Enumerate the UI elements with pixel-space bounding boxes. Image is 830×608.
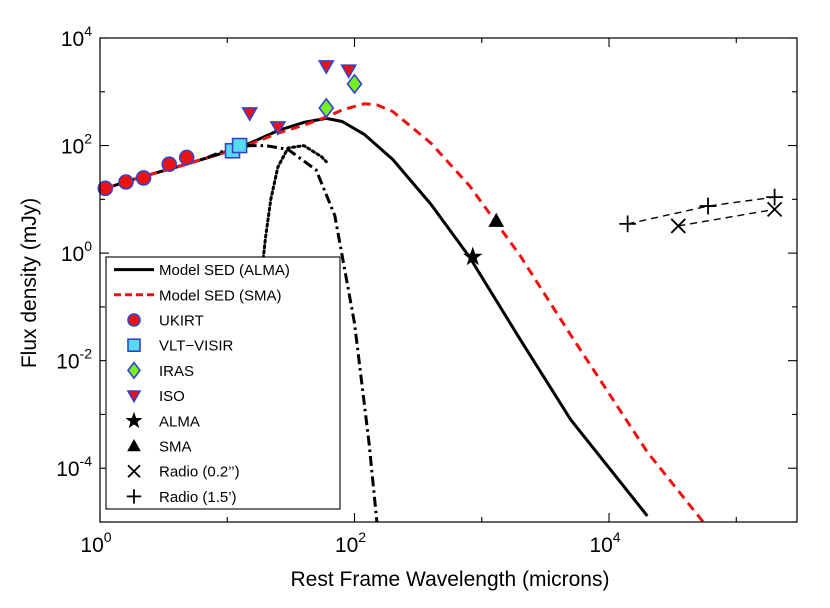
legend-swatch (127, 313, 141, 327)
marker-radio_15 (619, 215, 637, 233)
legend-item-vlt: VLT−VISIR (127, 338, 234, 355)
model-curves (104, 102, 705, 522)
series-line-radio_15 (627, 196, 775, 225)
marker-radio_15 (699, 197, 717, 215)
legend-swatch (126, 361, 142, 380)
legend-item-iras: IRAS (126, 361, 194, 380)
legend-item-model_sma: Model SED (SMA) (114, 287, 282, 304)
legend-label: Radio (1.5’) (159, 489, 237, 506)
marker-radio_15 (766, 188, 783, 206)
marker-radio_02 (670, 218, 686, 234)
marker-ukirt (178, 149, 195, 166)
legend-swatch (125, 411, 143, 429)
legend-swatch (127, 438, 141, 452)
legend-item-radio_02: Radio (0.2’’) (127, 464, 240, 481)
x-tick-label: 102 (335, 529, 366, 557)
marker-iso (340, 64, 358, 79)
marker-ukirt (135, 170, 152, 186)
data-markers (97, 60, 783, 266)
legend: Model SED (ALMA) Model SED (SMA) UKIRT VLT−… (105, 256, 341, 510)
legend-swatch (126, 489, 142, 504)
x-tick-label: 104 (589, 529, 620, 557)
legend-item-alma: ALMA (125, 411, 200, 430)
x-axis-label: Rest Frame Wavelength (microns) (291, 568, 610, 591)
y-tick-label: 104 (61, 23, 92, 51)
y-tick-label: 10-2 (56, 346, 92, 374)
legend-box (105, 256, 341, 510)
legend-item-model_alma: Model SED (ALMA) (114, 262, 290, 279)
marker-vlt (231, 137, 248, 154)
marker-iras (346, 73, 363, 95)
x-tick-label: 100 (80, 529, 111, 557)
plot-frame (99, 37, 798, 523)
marker-sma (488, 212, 505, 227)
legend-swatch (127, 338, 141, 353)
legend-label: SMA (159, 439, 192, 456)
series-line-hot_dust (206, 144, 379, 522)
marker-iso (241, 107, 259, 122)
legend-label: Model SED (ALMA) (159, 262, 290, 279)
marker-ukirt (118, 174, 134, 190)
legend-label: ISO (159, 388, 185, 405)
axes: 100 102 104 104 102 100 10-2 10-4 (56, 23, 798, 557)
legend-label: Model SED (SMA) (159, 287, 282, 304)
legend-label: ALMA (159, 413, 200, 430)
y-axis-label: Flux density (mJy) (18, 198, 41, 368)
marker-ukirt (97, 180, 114, 197)
y-tick-label: 102 (61, 131, 92, 159)
legend-label: IRAS (159, 363, 194, 380)
marker-radio_02 (766, 201, 783, 218)
marker-iras (318, 97, 335, 119)
legend-item-iso: ISO (126, 388, 185, 405)
y-tick-label: 100 (61, 238, 92, 266)
marker-alma (463, 246, 483, 266)
legend-item-sma: SMA (127, 438, 192, 456)
marker-iso (269, 121, 287, 136)
legend-item-radio_15: Radio (1.5’) (126, 489, 237, 506)
legend-swatch (127, 464, 141, 478)
legend-label: Radio (0.2’’) (159, 464, 240, 481)
series-line-cold_dust (258, 144, 328, 293)
marker-iso (317, 60, 335, 75)
legend-label: VLT−VISIR (159, 338, 234, 355)
legend-swatch (126, 390, 142, 404)
marker-ukirt (161, 156, 178, 173)
y-tick-label: 10-4 (56, 453, 92, 481)
legend-item-ukirt: UKIRT (127, 313, 204, 330)
series-line-radio_02 (678, 208, 775, 227)
legend-label: UKIRT (159, 313, 204, 330)
